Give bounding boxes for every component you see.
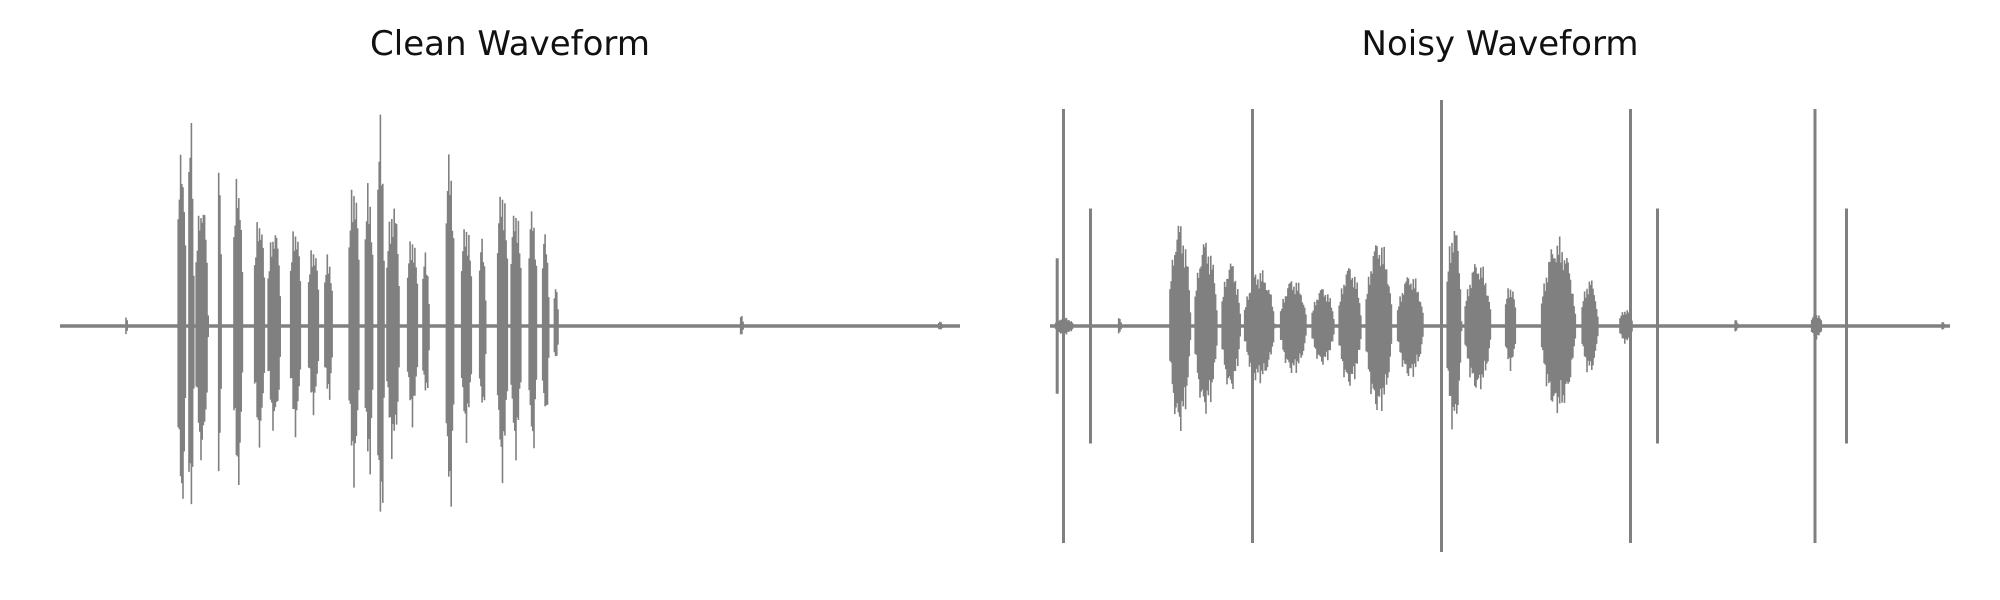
waveform-burst <box>937 321 944 330</box>
waveform-burst <box>217 172 222 472</box>
waveform-burst <box>1365 245 1393 411</box>
waveform-burst <box>1396 277 1424 377</box>
waveform-burst <box>364 183 374 475</box>
waveform-burst <box>1810 314 1823 340</box>
waveform-burst <box>1169 225 1192 431</box>
waveform-burst <box>188 123 195 505</box>
waveform-burst <box>1540 236 1577 414</box>
waveform-burst <box>1194 242 1218 414</box>
waveform-burst <box>445 154 455 507</box>
waveform-burst <box>1311 289 1335 365</box>
waveform-burst <box>289 231 302 438</box>
waveform-burst <box>739 316 744 335</box>
waveform-burst <box>1581 280 1599 373</box>
noisy-waveform-plot <box>1050 100 1950 552</box>
waveform-burst <box>422 252 430 391</box>
waveform-burst <box>307 250 320 416</box>
waveform-burst <box>1243 270 1276 384</box>
waveform-burst <box>195 214 209 461</box>
waveform-burst <box>553 289 559 357</box>
waveform-burst <box>324 254 333 400</box>
waveform-burst <box>1117 318 1122 334</box>
waveform-burst <box>478 238 487 403</box>
waveform-burst <box>1941 322 1946 330</box>
waveform-burst <box>496 196 509 484</box>
clean-waveform-plot <box>60 114 960 512</box>
waveform-burst <box>177 154 187 499</box>
waveform-burst <box>1338 268 1362 386</box>
waveform-burst <box>541 234 550 407</box>
waveform-burst <box>1221 263 1241 389</box>
waveform-burst <box>1279 281 1307 373</box>
waveform-burst <box>125 317 128 334</box>
clean-waveform-panel: Clean Waveform <box>60 0 960 600</box>
noisy-waveform-panel: Noisy Waveform <box>1050 0 1950 600</box>
waveform-burst <box>510 215 522 461</box>
waveform-burst <box>1464 264 1492 390</box>
waveform-burst <box>1734 320 1739 332</box>
noisy-waveform-title: Noisy Waveform <box>1361 24 1639 64</box>
waveform-burst <box>348 189 360 488</box>
waveform-burst <box>460 229 473 443</box>
waveform-burst <box>267 235 281 431</box>
waveform-burst <box>253 222 266 448</box>
waveform-burst <box>386 208 400 459</box>
waveform-burst <box>1504 288 1517 371</box>
waveform-burst <box>1446 231 1463 430</box>
waveform-burst <box>406 241 419 428</box>
waveform-burst <box>377 114 385 512</box>
clean-waveform-title: Clean Waveform <box>370 24 650 64</box>
waveform-burst <box>1619 310 1633 344</box>
waveform-burst <box>528 211 538 449</box>
waveform-burst <box>233 178 244 485</box>
